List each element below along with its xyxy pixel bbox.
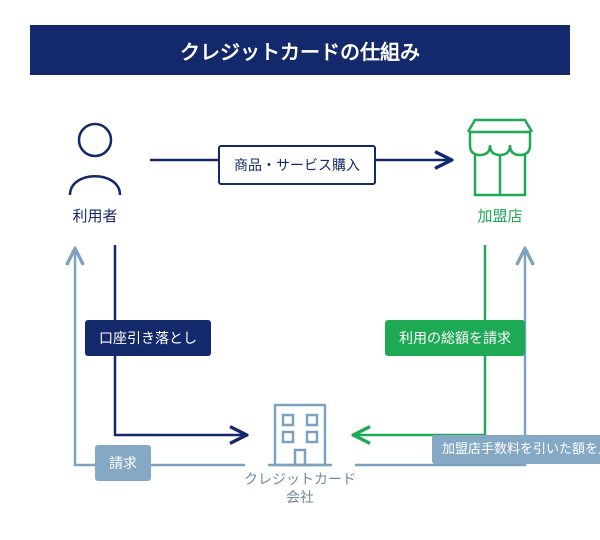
arrow-invoice	[75, 250, 245, 465]
user-icon	[70, 124, 120, 195]
company-label: クレジットカード 会社	[235, 470, 365, 506]
usage-bill-label: 利用の総額を請求	[385, 320, 525, 356]
debit-label: 口座引き落とし	[85, 320, 211, 356]
payout-label: 加盟店手数料を 引いた額を入金	[432, 435, 600, 464]
merchant-icon	[468, 120, 532, 195]
title-bar: クレジットカードの仕組み	[30, 25, 570, 75]
purchase-label: 商品・サービス購入	[218, 145, 376, 185]
invoice-label: 請求	[95, 445, 151, 481]
title-text: クレジットカードの仕組み	[180, 36, 420, 65]
arrow-payout	[355, 250, 525, 465]
user-label: 利用者	[60, 205, 130, 226]
merchant-label: 加盟店	[465, 205, 535, 226]
company-icon	[268, 405, 332, 465]
